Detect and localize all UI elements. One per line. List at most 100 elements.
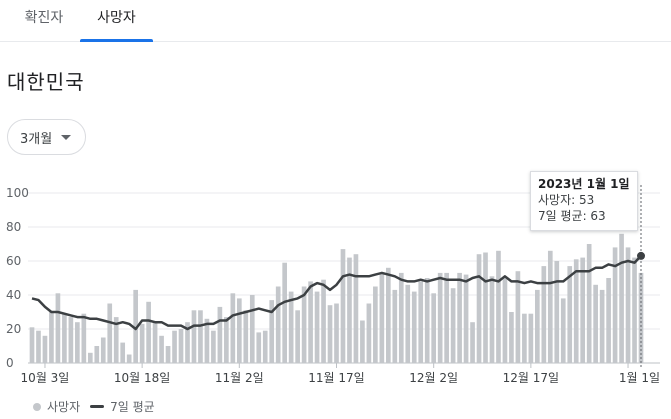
chart-legend: 사망자 7일 평균 [33,398,155,415]
bar-mark [152,322,158,363]
y-tick-label: 20 [6,322,21,336]
bar-mark [457,272,462,363]
y-tick-label: 60 [6,254,21,268]
bar-mark [198,310,203,363]
bar-mark [560,298,566,363]
tab-deaths[interactable]: 사망자 [80,0,153,42]
bar-series [29,233,644,363]
bar-mark [405,284,411,363]
bar-mark [580,257,586,363]
bar-mark [476,254,482,363]
bar-mark [185,322,190,363]
x-tick-label: 10월 3일 [21,371,70,385]
bar-mark [612,247,618,363]
bar-mark [606,278,611,363]
bar-mark [522,313,527,363]
bar-mark [599,289,605,363]
bar-mark [236,298,242,363]
hover-point [637,251,645,260]
bar-mark [159,335,164,363]
bar-mark [126,354,132,363]
bar-mark [314,291,320,363]
bar-mark [489,276,495,363]
bar-mark [224,317,229,363]
bar-mark [418,281,424,363]
chart-tooltip: 2023년 1월 1일 사망자: 53 7일 평균: 63 [530,171,638,231]
bar-mark [340,249,346,363]
bar-mark [133,289,138,363]
bar-mark [547,250,553,363]
bar-mark [411,291,417,363]
bar-mark [120,342,126,363]
bar-mark [256,332,262,363]
bar-mark [327,305,333,363]
bar-mark [178,329,184,363]
caret-down-icon [61,134,72,140]
average-line-series [31,185,645,369]
bar-mark [398,272,404,363]
bar-mark [593,284,598,363]
bar-mark [379,272,385,363]
bar-mark [424,278,430,363]
range-dropdown[interactable]: 3개월 [7,119,86,155]
bar-mark [288,291,294,363]
y-tick-label: 40 [6,288,21,302]
bar-mark [282,262,288,363]
bar-mark [68,317,74,363]
bar-mark [625,247,631,363]
bar-mark [470,322,475,363]
bar-mark [573,259,579,363]
bar-mark [541,266,547,363]
bar-mark [62,313,67,363]
bar-mark [275,286,281,363]
bar-mark [554,261,560,363]
bar-mark [230,293,236,363]
bar-mark [262,330,268,363]
bar-mark [450,288,456,363]
bar-mark [29,327,35,363]
bar-mark [87,352,93,363]
tab-cases[interactable]: 확진자 [24,10,64,26]
bar-mark [100,337,106,363]
bar-mark [172,330,177,363]
region-title: 대한민국 [7,70,85,94]
bar-mark [567,266,573,363]
x-tick-label: 11월 17일 [308,371,364,385]
bar-mark [385,267,391,363]
x-tick-label: 12월 17일 [503,371,559,385]
bar-mark [334,303,339,363]
bar-mark [586,244,592,363]
bar-mark [113,317,119,363]
bar-mark [295,310,300,363]
x-axis: 10월 3일 10월 18일 11월 2일 11월 17일 12월 2일 12월 17일 1… [21,363,660,385]
legend-bar-label: 사망자 [47,400,81,414]
bar-mark [392,289,398,363]
bar-mark [42,335,48,363]
y-tick-label: 80 [6,220,21,234]
bar-mark [373,286,378,363]
bar-mark [269,300,275,363]
bar-mark [243,310,249,363]
bar-mark [165,346,171,363]
bar-mark [483,252,488,363]
bar-mark [191,310,197,363]
bar-mark [321,279,326,363]
bar-mark [366,303,372,363]
x-tick-label: 1월 1일 [619,371,660,385]
bar-mark [49,312,54,363]
bar-mark [347,257,352,363]
bar-mark [437,272,443,363]
bar-mark [502,278,508,363]
average-line [31,255,642,331]
bar-mark [619,233,624,363]
bar-mark [146,301,151,363]
bar-mark [463,274,469,363]
bar-mark [249,295,255,363]
y-tick-label: 100 [6,186,29,200]
x-tick-label: 12월 2일 [409,371,458,385]
x-tick-label: 10월 18일 [114,371,170,385]
bar-mark [509,312,514,363]
bar-mark [139,323,145,363]
x-tick-label: 11월 2일 [215,371,264,385]
